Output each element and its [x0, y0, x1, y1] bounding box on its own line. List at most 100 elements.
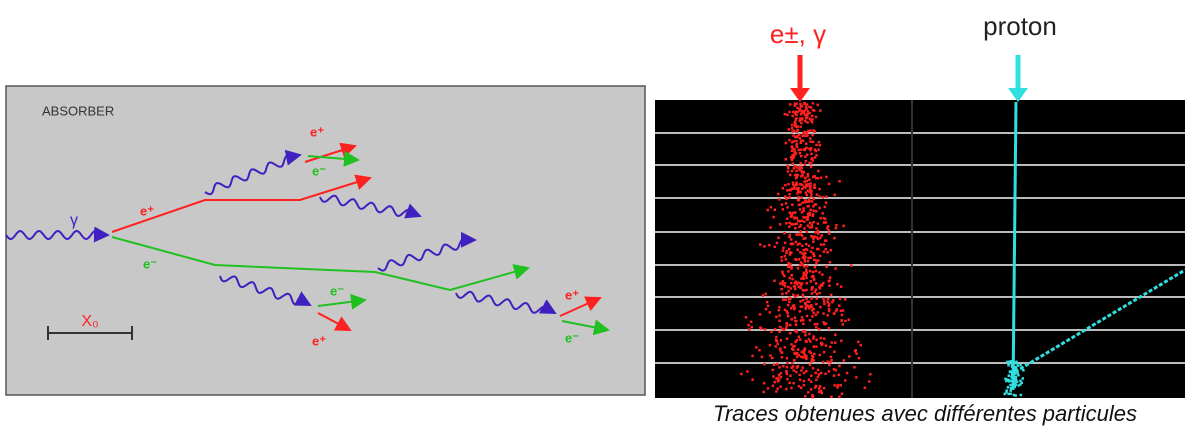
hit [813, 235, 816, 238]
hit [789, 374, 792, 377]
hit [799, 117, 802, 120]
hit [780, 255, 783, 259]
hit [821, 342, 824, 345]
hit [811, 102, 815, 105]
hit [805, 355, 808, 358]
hit [798, 338, 802, 341]
hit [790, 343, 793, 346]
hit [790, 222, 793, 226]
hit [822, 221, 826, 224]
hit [795, 102, 798, 106]
hit [811, 315, 814, 318]
hit [799, 230, 802, 233]
hit [806, 121, 809, 124]
hit [775, 315, 778, 319]
hit [792, 183, 795, 186]
hit [782, 246, 785, 249]
hit [814, 115, 818, 119]
hit [1019, 383, 1022, 386]
hit [789, 173, 792, 177]
hit [783, 241, 787, 245]
hit [795, 187, 798, 191]
hit [797, 109, 801, 112]
hit [806, 172, 810, 176]
hit [788, 276, 791, 280]
hit [784, 141, 788, 145]
hit [815, 302, 818, 306]
hit [806, 215, 810, 218]
hit [1009, 383, 1012, 387]
electron-track [559, 296, 602, 317]
hit [815, 292, 819, 296]
hit [838, 180, 841, 183]
hit [822, 350, 826, 354]
hit [818, 254, 822, 258]
hit [1009, 386, 1013, 390]
hit [807, 197, 811, 201]
hit [801, 256, 805, 259]
hit [789, 287, 793, 290]
hit [793, 287, 797, 291]
hit [780, 259, 784, 262]
hit [1014, 365, 1017, 369]
particle-label: e⁺ [312, 333, 326, 348]
hit [826, 300, 829, 304]
hit [790, 238, 793, 241]
hit [816, 103, 819, 107]
hit [834, 309, 838, 313]
hit [1014, 378, 1018, 382]
electron-track [304, 142, 357, 163]
hit [806, 175, 810, 178]
hit [793, 222, 796, 226]
hit [801, 201, 805, 204]
hit [786, 113, 789, 117]
hit [1003, 392, 1006, 396]
hit [805, 248, 809, 251]
hit [804, 333, 807, 337]
hit [796, 135, 799, 138]
hit [795, 169, 798, 173]
hit [821, 360, 825, 364]
hit [809, 146, 813, 150]
hit [764, 307, 768, 311]
hit [1012, 393, 1016, 397]
hit [792, 154, 796, 158]
particle-label: e⁺ [565, 287, 579, 302]
particle-title: proton [983, 11, 1057, 41]
hit [810, 157, 813, 161]
hit [811, 108, 815, 112]
hit [792, 381, 795, 385]
hit [785, 310, 788, 313]
hit [797, 354, 800, 357]
hit [801, 293, 805, 296]
hit [789, 251, 792, 254]
hit [788, 138, 791, 142]
hit [790, 187, 794, 190]
hit [795, 222, 798, 225]
hit [818, 285, 821, 289]
hit [800, 244, 804, 247]
hit [781, 270, 784, 274]
hit [813, 254, 816, 257]
hit [1021, 377, 1024, 380]
arrow-head [1008, 88, 1028, 102]
hit [795, 183, 799, 186]
hit [801, 275, 805, 278]
hit [833, 193, 836, 197]
hit [798, 373, 801, 377]
hit [792, 345, 795, 348]
hit [807, 244, 811, 248]
hit [807, 183, 810, 186]
hit [821, 212, 824, 215]
hit [814, 269, 818, 273]
hit [794, 257, 797, 261]
hit [785, 337, 789, 340]
hit [824, 201, 828, 204]
hit [1008, 370, 1012, 374]
hit [804, 199, 807, 202]
hit [801, 263, 804, 266]
hit [806, 110, 810, 113]
hit [812, 335, 815, 338]
hit [795, 139, 798, 143]
hit [781, 272, 785, 276]
